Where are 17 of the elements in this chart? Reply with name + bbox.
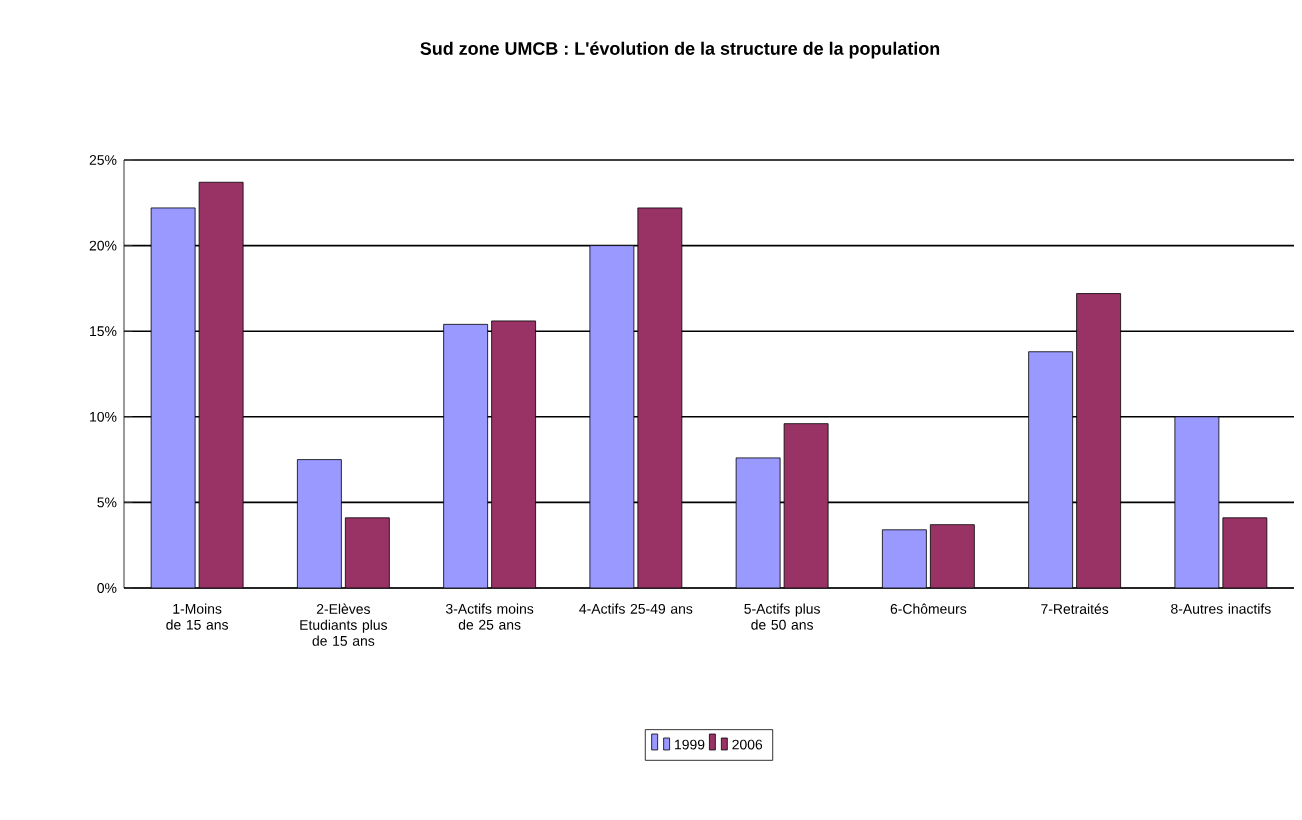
chart-title: Sud zone UMCB : L'évolution de la structure de la population bbox=[420, 41, 940, 59]
bar bbox=[1028, 351, 1073, 588]
bar bbox=[589, 245, 634, 588]
bar bbox=[1222, 517, 1268, 588]
bar bbox=[930, 524, 975, 588]
bar bbox=[297, 459, 342, 588]
bar bbox=[882, 529, 927, 588]
bar bbox=[637, 207, 682, 588]
bar bbox=[784, 423, 829, 588]
bar bbox=[491, 320, 536, 588]
bar bbox=[1174, 416, 1220, 588]
bar bbox=[199, 182, 244, 588]
bar bbox=[736, 457, 781, 588]
bar bbox=[1076, 293, 1121, 588]
bar bbox=[443, 324, 488, 588]
bar bbox=[151, 207, 196, 588]
bar bbox=[345, 517, 390, 588]
